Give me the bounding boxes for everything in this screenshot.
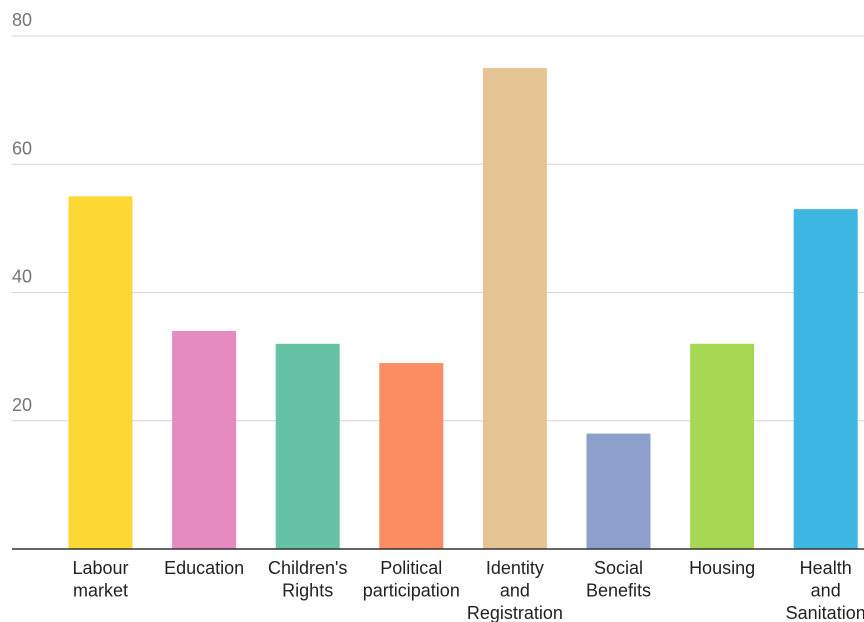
y-tick-label: 40 (12, 267, 32, 287)
x-category-label-line: Labour (72, 558, 128, 578)
x-axis-category-labels: Labour market Education Children's Rights Pol… (72, 558, 864, 622)
x-category-label-line: Social (594, 558, 643, 578)
y-tick-label: 80 (12, 10, 32, 30)
bar (586, 433, 651, 549)
x-category-label-line: participation (363, 581, 460, 601)
x-category-label: Political participation (363, 558, 460, 601)
x-category-label-line: Rights (282, 581, 333, 601)
y-tick-label: 20 (12, 395, 32, 415)
x-category-label: Children's Rights (268, 558, 347, 601)
x-category-label: Education (164, 558, 244, 578)
x-category-label-line: and (811, 581, 841, 601)
bars (68, 68, 858, 549)
x-category-label-line: Identity (486, 558, 544, 578)
x-category-label-line: market (73, 581, 128, 601)
bar (690, 343, 755, 549)
x-category-label-line: Children's (268, 558, 347, 578)
x-category-label: Labour market (72, 558, 128, 601)
x-category-label: Housing (689, 558, 755, 578)
x-category-label: Health and Sanitation (786, 558, 864, 622)
x-category-label: Social Benefits (586, 558, 651, 601)
x-category-label-line: Education (164, 558, 244, 578)
x-category-label-line: Sanitation (786, 603, 864, 622)
y-axis-tick-labels: 20 40 60 80 (12, 10, 32, 415)
x-category-label-line: Health (800, 558, 852, 578)
x-category-label: Identity and Registration (467, 558, 563, 622)
x-category-label-line: Registration (467, 603, 563, 622)
bar (275, 343, 340, 549)
bar (172, 330, 237, 549)
x-category-label-line: and (500, 581, 530, 601)
bar (793, 209, 858, 549)
bar (482, 68, 547, 549)
x-category-label-line: Benefits (586, 581, 651, 601)
x-category-label-line: Political (380, 558, 442, 578)
x-category-label-line: Housing (689, 558, 755, 578)
bar (379, 363, 444, 549)
y-tick-label: 60 (12, 138, 32, 158)
bar (68, 196, 133, 549)
